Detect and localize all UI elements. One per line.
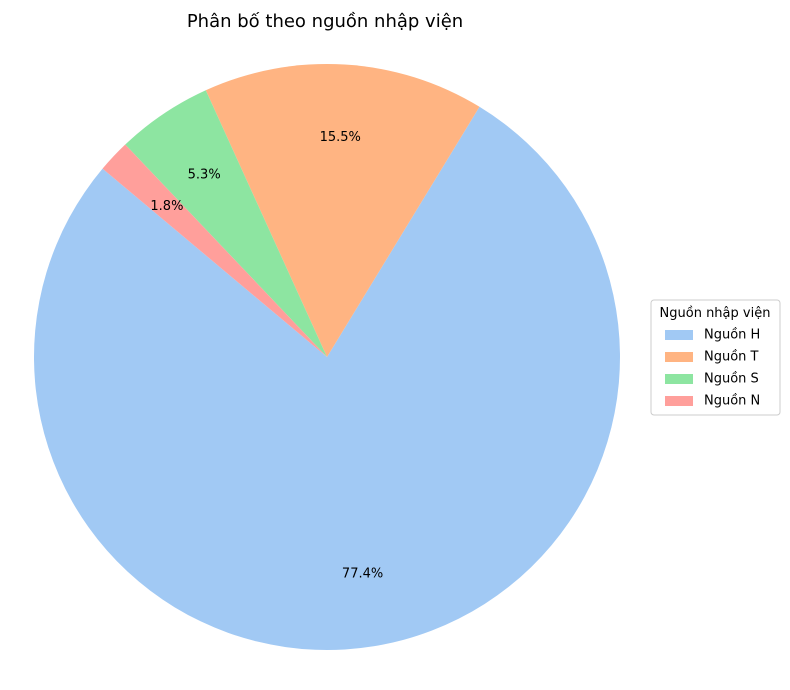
legend-box — [650, 299, 781, 416]
pie-percent-label: 5.3% — [188, 167, 221, 182]
pie-percent-labels: 77.4% 15.5% 5.3% 1.8% — [150, 130, 383, 581]
pie-slice-4 — [102, 144, 327, 357]
legend-label: Nguồn N — [704, 394, 760, 409]
legend-label: Nguồn H — [704, 328, 760, 343]
pie-percent-label: 1.8% — [150, 199, 183, 214]
pie-percent-label: 15.5% — [320, 130, 361, 145]
legend-swatch — [665, 330, 693, 340]
pie-slice-1 — [33, 106, 620, 650]
chart-title: Phân bố theo nguồn nhập viện — [187, 11, 463, 32]
pie-percent-label: 77.4% — [342, 566, 383, 581]
legend-swatch — [665, 374, 693, 384]
pie-slice-2 — [205, 64, 480, 358]
legend-swatch — [665, 352, 693, 362]
legend-label: Nguồn S — [704, 372, 759, 387]
pie-slice-3 — [125, 90, 327, 357]
legend-label: Nguồn T — [704, 350, 759, 365]
pie-slices — [33, 64, 620, 650]
legend-title: Nguồn nhập viện — [660, 306, 771, 321]
legend-swatch — [665, 396, 693, 406]
legend: Nguồn nhập viện Nguồn H Nguồn T Nguồn S Ngu… — [650, 299, 781, 416]
